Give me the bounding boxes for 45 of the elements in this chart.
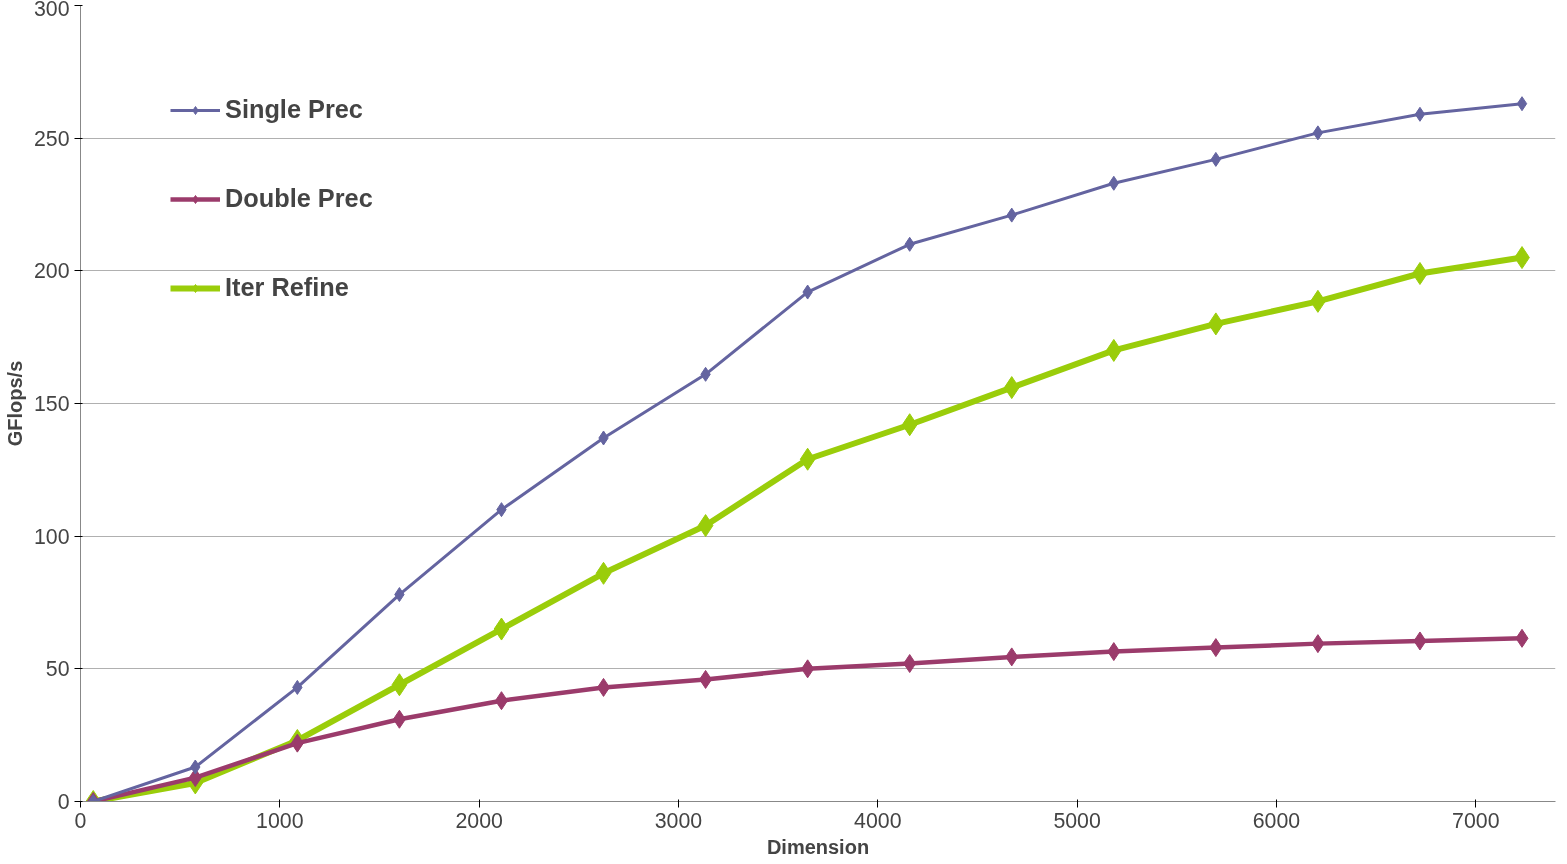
point [493, 617, 510, 641]
y-tick-label: 50 [45, 657, 70, 682]
point [1003, 376, 1020, 400]
point [1516, 96, 1528, 112]
point [697, 514, 714, 538]
point [1209, 638, 1223, 658]
x-axis-title: Dimension [766, 835, 870, 858]
y-tick-label: 300 [33, 0, 70, 21]
point [597, 677, 611, 697]
y-tick-label: 200 [33, 259, 70, 284]
y-tick-label: 150 [33, 392, 70, 416]
point [392, 709, 406, 729]
point [1414, 106, 1426, 122]
point [1210, 151, 1222, 167]
x-tick-label: 4000 [854, 808, 902, 833]
x-tick-label: 1000 [256, 808, 304, 833]
legend-label: Single Prec [225, 95, 363, 124]
legend-label: Double Prec [225, 184, 373, 213]
point [1515, 628, 1529, 648]
point [391, 673, 408, 697]
y-tick-label: 100 [33, 524, 70, 549]
x-tick-label: 5000 [1053, 808, 1101, 833]
point [290, 733, 304, 753]
point [1105, 338, 1122, 362]
point [699, 669, 713, 689]
point [799, 447, 816, 471]
y-tick-label: 0 [57, 790, 70, 814]
x-tick-label: 2000 [455, 808, 504, 833]
point [903, 654, 917, 674]
x-tick-label: 6000 [1252, 808, 1301, 833]
x-tick-label: 0 [74, 808, 87, 833]
point [494, 691, 508, 711]
x-tick-label: 7000 [1452, 808, 1500, 833]
point [1311, 634, 1325, 654]
point [901, 413, 918, 437]
point [1107, 642, 1121, 662]
legend-label: Iter Refine [225, 273, 349, 302]
point [595, 561, 612, 585]
y-tick-label: 250 [33, 126, 70, 151]
y-axis-title: GFlops/s [3, 360, 26, 447]
point [1312, 125, 1324, 141]
point [801, 659, 815, 679]
point [1005, 647, 1019, 667]
point [1413, 631, 1427, 651]
x-tick-label: 3000 [654, 808, 703, 833]
